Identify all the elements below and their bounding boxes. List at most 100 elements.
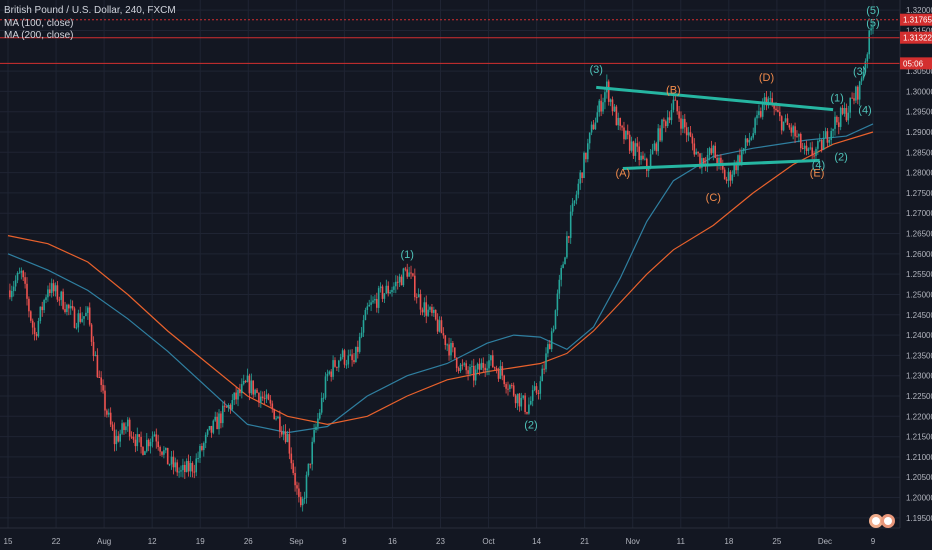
candle-body (210, 426, 213, 433)
y-tick-label: 1.21500 (906, 433, 932, 442)
candle-body (794, 126, 796, 137)
candle-body (290, 453, 293, 464)
candle-body (330, 371, 332, 377)
candle-body (279, 416, 281, 432)
candle-body (731, 174, 734, 181)
candle-body (613, 106, 616, 112)
candle-body (775, 108, 777, 111)
ma200-legend[interactable]: MA (200, close) (4, 30, 73, 41)
candle-body (780, 116, 783, 131)
candle-body (60, 291, 62, 300)
candle-body (454, 347, 456, 358)
candle-body (718, 157, 720, 166)
candle-body (265, 394, 268, 399)
candle-body (512, 385, 515, 396)
candle-body (849, 97, 851, 113)
wave-label: (1) (830, 93, 843, 105)
candle-body (459, 364, 462, 371)
candle-body (782, 121, 785, 131)
candle-body (374, 299, 376, 301)
candle-body (252, 380, 254, 395)
grid-lines (0, 0, 900, 528)
candle-body (851, 97, 853, 99)
candle-body (176, 462, 178, 473)
candle-body (594, 122, 597, 130)
candle-body (524, 395, 526, 412)
candle-body (52, 283, 55, 292)
candle-body (588, 132, 591, 144)
candle-body (140, 436, 142, 447)
candle-body (246, 375, 249, 383)
candle-body (419, 294, 422, 310)
candle-body (473, 365, 475, 381)
y-tick-label: 1.24500 (906, 311, 932, 320)
candle-body (564, 257, 566, 265)
candle-body (187, 461, 190, 472)
candle-body (12, 286, 15, 292)
price-axis[interactable]: 1.32000 1.31500 1.30500 1.30000 1.29500 1.290… (906, 6, 932, 523)
ma100-legend[interactable]: MA (100, close) (4, 18, 73, 29)
candle-body (336, 366, 338, 368)
y-tick-label: 1.20500 (906, 473, 932, 482)
candle-body (22, 270, 24, 278)
symbol-title[interactable]: British Pound / U.S. Dollar, 240, FXCM (4, 5, 176, 16)
price-tags: 1.31765 1.31322 05:06 (900, 13, 932, 70)
candle-body (691, 136, 694, 144)
candle-body (41, 306, 43, 311)
candle-body (651, 149, 654, 155)
candle-body (220, 413, 222, 424)
candle-body (788, 125, 791, 128)
candle-body (178, 471, 180, 473)
candle-body (841, 107, 844, 114)
y-tick-label: 1.26000 (906, 250, 932, 259)
candle-body (237, 389, 239, 400)
candle-body (860, 78, 863, 82)
candle-body (235, 392, 237, 400)
chat-bubbles-icon[interactable] (869, 514, 895, 528)
candle-body (482, 362, 485, 368)
candle-body (109, 412, 112, 425)
candle-body (191, 463, 194, 472)
candle-body (372, 300, 374, 303)
candle-body (149, 441, 152, 447)
y-tick-label: 1.29500 (906, 108, 932, 117)
candle-body (499, 366, 502, 379)
candle-body (227, 405, 230, 408)
candle-body (357, 346, 359, 352)
candle-body (153, 434, 156, 437)
candle-body (204, 434, 207, 444)
candle-body (442, 333, 445, 336)
candle-body (180, 470, 182, 472)
candle-body (463, 363, 466, 365)
time-axis[interactable]: 15 22 Aug 12 19 26 Sep 9 16 23 Oct 14 21 Nov 11 18 25 Dec… (4, 537, 876, 546)
candle-body (710, 148, 713, 154)
candle-body (469, 366, 471, 374)
candle-body (398, 276, 401, 283)
price-tag-bg (900, 13, 932, 26)
candle-body (172, 456, 175, 468)
candle-body (28, 298, 30, 312)
candle-body (617, 118, 620, 126)
candle-body (142, 447, 144, 455)
y-tick-label: 1.28500 (906, 148, 932, 157)
candle-body (646, 158, 648, 171)
candle-body (229, 405, 232, 410)
candle-body (319, 412, 321, 419)
candle-body (81, 318, 83, 322)
x-tick-label: 21 (580, 537, 589, 546)
candle-body (862, 71, 865, 79)
candle-body (585, 152, 587, 160)
candle-body (281, 431, 283, 435)
candle-body (455, 357, 458, 369)
candle-body (760, 111, 762, 117)
candle-body (661, 119, 663, 141)
candle-body (528, 404, 530, 414)
candle-body (100, 377, 102, 385)
candle-body (50, 283, 53, 293)
y-tick-label: 1.26500 (906, 230, 932, 239)
candle-body (817, 141, 819, 149)
candle-body (611, 99, 614, 112)
candle-body (830, 131, 832, 140)
